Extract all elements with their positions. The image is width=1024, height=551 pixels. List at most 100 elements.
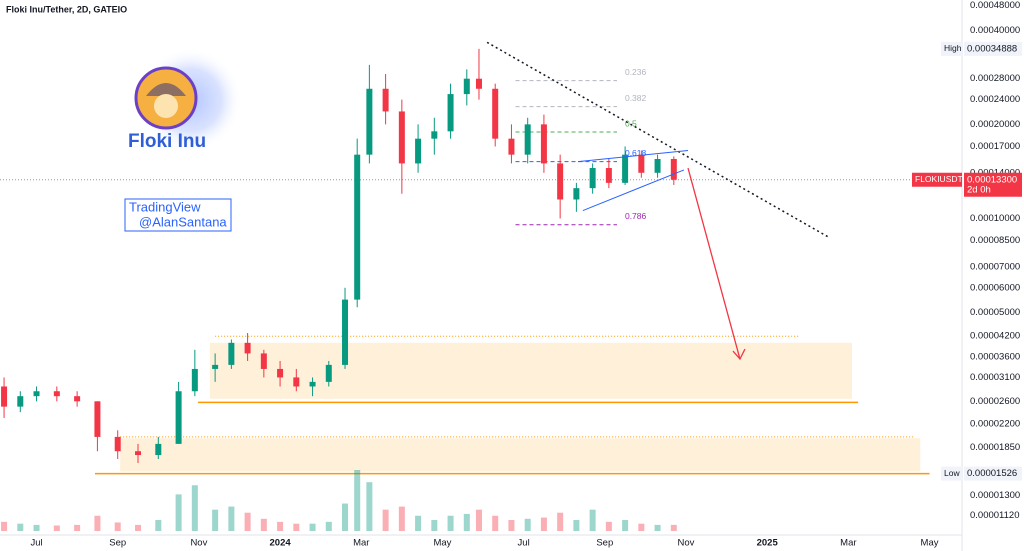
candle-body xyxy=(277,368,284,378)
candle-body xyxy=(382,88,389,112)
y-tick-label: 0.00001850 xyxy=(970,442,1020,453)
candle-body xyxy=(342,299,349,365)
candle-body xyxy=(155,443,162,456)
plot: 0.236 0.382 0.5 0.618 0.786 xyxy=(1,41,930,531)
fib-label: 0.382 xyxy=(625,93,647,103)
candle-body xyxy=(605,168,612,183)
volume-bar xyxy=(325,521,332,531)
y-axis-bg xyxy=(962,0,1024,551)
candle-body xyxy=(557,163,564,200)
volume-bar xyxy=(342,503,349,531)
candle-body xyxy=(17,396,24,407)
logo-face xyxy=(154,94,178,118)
candle-body xyxy=(492,88,499,139)
symbol-text: FLOKIUSDT xyxy=(915,174,963,184)
candle-body xyxy=(260,353,267,369)
volume-bar xyxy=(557,512,564,531)
candle-body xyxy=(622,154,629,183)
y-tick-label: 0.00007000 xyxy=(970,261,1020,272)
volume-bar xyxy=(670,524,677,531)
volume-bar xyxy=(589,509,596,531)
trendline xyxy=(486,41,831,239)
volume-bar xyxy=(382,509,389,531)
candle-body xyxy=(463,78,470,95)
y-tick-label: 0.00028000 xyxy=(970,73,1020,84)
volume-bar xyxy=(114,522,121,531)
candle-body xyxy=(431,131,438,139)
logo-helmet xyxy=(146,83,186,96)
volume-bar xyxy=(260,518,267,531)
volume-bar xyxy=(17,523,24,531)
candle-body xyxy=(175,391,182,444)
y-tick-label: 0.00006000 xyxy=(970,282,1020,293)
volume-bar xyxy=(191,485,198,531)
volume-bar xyxy=(212,509,219,531)
y-tick-label: 0.00008500 xyxy=(970,235,1020,246)
volume-bar xyxy=(277,521,284,531)
triangle-line xyxy=(582,169,685,212)
x-tick-label: Mar xyxy=(353,538,369,549)
volume-bar xyxy=(622,520,629,531)
arrow-line xyxy=(687,167,741,360)
y-tick-label: 0.00002200 xyxy=(970,418,1020,429)
x-tick-label: Jul xyxy=(30,538,42,549)
candle-body xyxy=(1,386,8,407)
y-tick-label: 0.00001300 xyxy=(970,490,1020,501)
candle-body xyxy=(366,88,373,155)
last-price-box xyxy=(964,172,1022,197)
candle-body xyxy=(212,364,219,369)
x-tick-label: May xyxy=(921,538,939,549)
volume-bar xyxy=(524,518,531,531)
y-tick-label: 0.00003100 xyxy=(970,372,1020,383)
volume-bar xyxy=(53,525,60,531)
y-tick-label: 0.00003600 xyxy=(970,352,1020,363)
low-value: 0.00001526 xyxy=(967,468,1017,479)
credit-line: TradingView xyxy=(129,199,201,214)
volume-bar xyxy=(638,523,645,531)
credit-box xyxy=(124,198,232,232)
volume-bar xyxy=(33,524,40,531)
y-tick-label: 0.00004200 xyxy=(970,331,1020,342)
volume-bar xyxy=(135,524,142,531)
arrow-head xyxy=(732,348,746,361)
volume-bar xyxy=(398,506,405,531)
y-tick-label: 0.00020000 xyxy=(970,119,1020,130)
volume-bar xyxy=(1,521,8,531)
low-box xyxy=(964,466,1022,481)
volume-bar xyxy=(654,524,661,531)
volume-bar xyxy=(155,520,162,531)
credit-line: @AlanSantana xyxy=(139,214,227,229)
volume-bar xyxy=(573,520,580,531)
candle-body xyxy=(135,451,142,456)
candle-body xyxy=(508,138,515,155)
fib-label: 0.786 xyxy=(625,211,647,221)
candle-body xyxy=(53,391,60,397)
last-price-countdown: 2d 0h xyxy=(967,184,991,195)
candle-body xyxy=(447,94,454,132)
candle-body xyxy=(244,342,251,354)
volume-bar xyxy=(309,523,316,531)
volume-bar xyxy=(605,521,612,531)
candle-body xyxy=(475,78,482,89)
y-tick-label: 0.00010000 xyxy=(970,213,1020,224)
candle-body xyxy=(33,391,40,397)
x-tick-label: Jul xyxy=(518,538,530,549)
chart-title: Floki Inu/Tether, 2D, GATEIO xyxy=(6,4,127,14)
volume-bar xyxy=(508,520,515,531)
y-tick-label: 0.00002600 xyxy=(970,396,1020,407)
volume-bar xyxy=(293,523,300,531)
candle-body xyxy=(74,396,81,402)
candle-body xyxy=(191,368,198,392)
low-text: Low xyxy=(944,468,960,478)
last-price-value: 0.00013300 xyxy=(967,174,1017,185)
volume-bar xyxy=(354,470,361,531)
volume-bar xyxy=(244,512,251,531)
volume-bar xyxy=(74,524,81,531)
volume-bar xyxy=(447,515,454,531)
fib-label: 0.5 xyxy=(625,118,637,128)
candle-body xyxy=(325,364,332,382)
high-tag xyxy=(941,41,962,56)
triangle-line xyxy=(577,149,689,163)
x-tick-label: Nov xyxy=(190,538,207,549)
